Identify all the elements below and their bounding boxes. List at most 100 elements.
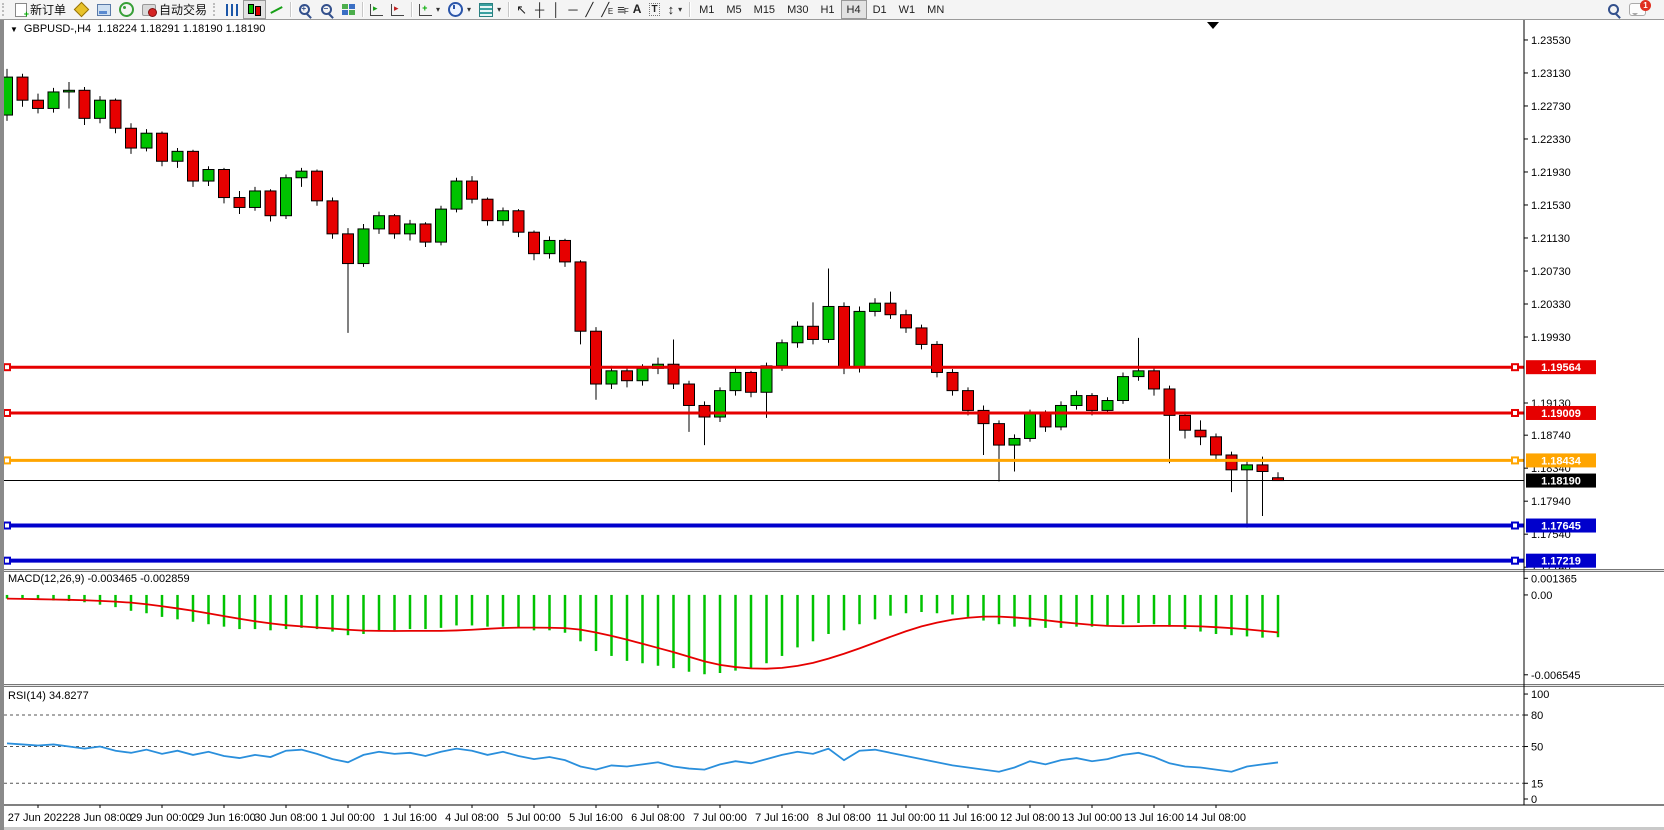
- charts-window-button[interactable]: [93, 0, 115, 19]
- dropdown-arrow-icon[interactable]: ▾: [436, 5, 441, 14]
- price-badge: [1526, 553, 1596, 568]
- timeframe-mn-button[interactable]: MN: [927, 3, 945, 16]
- label-tool-button[interactable]: T: [645, 0, 663, 19]
- fibonacci-icon: ≡ F: [617, 2, 629, 17]
- timeframe-h1-button[interactable]: H1: [820, 3, 835, 16]
- signals-button[interactable]: [115, 0, 138, 19]
- time-tick-label: 27 Jun 2022: [8, 812, 69, 824]
- vertical-line-icon: │: [552, 2, 561, 17]
- chart-type-line-button[interactable]: [266, 0, 287, 19]
- notifications-button[interactable]: 1: [1625, 0, 1651, 19]
- bull-candle: [760, 365, 773, 393]
- bear-candle: [884, 302, 897, 316]
- dropdown-arrow-icon[interactable]: ▾: [467, 5, 472, 14]
- bear-candle: [1148, 370, 1160, 390]
- auto-scroll-icon: ▸: [370, 3, 384, 16]
- channel-tool-button[interactable]: ╱ E: [597, 0, 613, 19]
- toolbar-grip[interactable]: [213, 3, 219, 16]
- chart-shift-button[interactable]: ▸: [387, 0, 408, 19]
- bull-candle: [295, 170, 308, 179]
- bear-candle: [977, 409, 990, 425]
- toolbar-grip[interactable]: [2, 3, 8, 16]
- autotrading-button[interactable]: 自动交易: [138, 0, 211, 19]
- text-tool-button[interactable]: A: [629, 0, 646, 19]
- timeframe-w1-button[interactable]: W1: [898, 3, 916, 16]
- trendline-icon: ╱: [585, 2, 594, 17]
- chart-symbol-period: GBPUSD-,H4: [23, 23, 92, 35]
- metaeditor-button[interactable]: [70, 0, 93, 19]
- hline-handle[interactable]: [1511, 408, 1519, 417]
- horizontal-line-tool-button[interactable]: ─: [564, 0, 581, 19]
- cursor-tool-button[interactable]: ↖: [512, 0, 531, 19]
- indicators-button[interactable]: + ▾: [415, 0, 444, 19]
- time-tick-label: 7 Jul 00:00: [693, 812, 747, 824]
- collapse-triangle-icon[interactable]: ▼: [10, 24, 18, 34]
- hline-handle[interactable]: [3, 456, 11, 465]
- timeframe-d1-button[interactable]: D1: [872, 3, 887, 16]
- hline-handle[interactable]: [3, 556, 11, 565]
- timeframe-m30-button[interactable]: M30: [787, 3, 809, 16]
- search-button[interactable]: [1603, 0, 1625, 19]
- time-tick-label: 29 Jun 00:00: [130, 812, 194, 824]
- bear-candle: [311, 170, 323, 202]
- auto-scroll-button[interactable]: ▸: [366, 0, 387, 19]
- price-badge-label: 1.17219: [1541, 556, 1581, 568]
- panel-splitter[interactable]: [0, 569, 1664, 572]
- candles: [1, 68, 1284, 528]
- arrows-tool-button[interactable]: ↕ ▾: [664, 0, 687, 19]
- tile-windows-button[interactable]: [338, 0, 359, 19]
- timeframe-m5-button[interactable]: M5: [726, 3, 742, 16]
- dropdown-arrow-icon[interactable]: ▾: [678, 5, 683, 14]
- templates-button[interactable]: ▾: [475, 0, 505, 19]
- fibonacci-tool-button[interactable]: ≡ F: [613, 0, 629, 19]
- hline-handle[interactable]: [1511, 556, 1519, 565]
- bear-candle: [1086, 395, 1098, 411]
- hline-handle[interactable]: [1511, 521, 1519, 530]
- macd-signal-line: [6, 597, 1279, 670]
- hline-handle[interactable]: [3, 363, 11, 372]
- periods-button[interactable]: ▾: [444, 0, 475, 19]
- chart-type-bars-button[interactable]: [222, 0, 243, 19]
- dropdown-arrow-icon[interactable]: ▾: [497, 5, 502, 14]
- bear-candle: [32, 99, 44, 109]
- trendline-tool-button[interactable]: ╱: [582, 0, 598, 19]
- panel-splitter[interactable]: [0, 684, 1664, 687]
- notification-badge: 1: [1640, 0, 1651, 11]
- bear-candle: [466, 180, 478, 200]
- horizontal-lines: 1.19564 1.19009 1.18434 1.18190 1.17645 1.172…: [3, 360, 1596, 568]
- bull-candle: [497, 210, 509, 222]
- bull-candle: [869, 302, 881, 312]
- price-tick-label: 1.20330: [1531, 299, 1571, 311]
- price-tick-label: 1.23130: [1531, 68, 1571, 80]
- timeframe-m15-button[interactable]: M15: [753, 3, 776, 16]
- hline-handle[interactable]: [1511, 363, 1519, 372]
- price-badge-label: 1.18190: [1541, 476, 1581, 488]
- time-tick-label: 6 Jul 08:00: [631, 812, 685, 824]
- chart-shift-marker[interactable]: [1207, 22, 1219, 29]
- hline-handle[interactable]: [3, 521, 11, 530]
- zoom-out-button[interactable]: −: [316, 0, 338, 19]
- vertical-line-tool-button[interactable]: │: [548, 0, 564, 19]
- bull-candle: [1024, 413, 1036, 439]
- time-tick-label: 1 Jul 00:00: [321, 812, 375, 824]
- bull-candle: [1070, 395, 1083, 406]
- timeframe-m1-button[interactable]: M1: [699, 3, 715, 16]
- crosshair-tool-button[interactable]: ┼: [531, 0, 548, 19]
- chart-type-candles-button[interactable]: [243, 0, 267, 19]
- time-tick-label: 1 Jul 16:00: [383, 812, 437, 824]
- hline-handle[interactable]: [3, 408, 11, 417]
- zoom-in-button[interactable]: +: [294, 0, 316, 19]
- line-chart-icon: [270, 3, 283, 16]
- time-tick-label: 8 Jul 08:00: [817, 812, 871, 824]
- timeframe-h4-button[interactable]: H4: [840, 0, 867, 19]
- separator: [290, 2, 292, 17]
- hline-handle[interactable]: [1511, 456, 1519, 465]
- bull-candle: [280, 177, 292, 217]
- new-order-button[interactable]: + 新订单: [11, 0, 70, 19]
- price-badge: [1526, 453, 1596, 468]
- price-tick-label: 1.20730: [1531, 266, 1571, 278]
- bear-candle: [915, 327, 928, 345]
- rsi-scale-label: 15: [1531, 778, 1543, 790]
